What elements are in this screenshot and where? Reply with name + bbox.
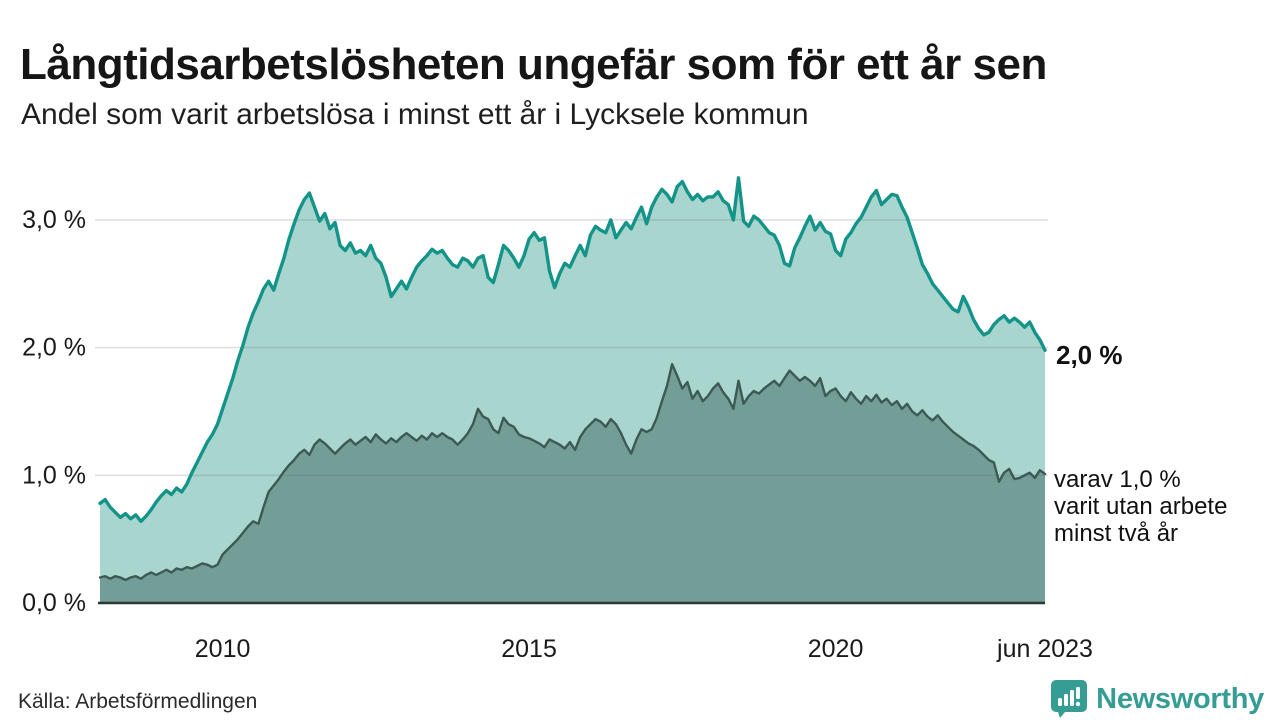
y-axis-label: 0,0 % <box>22 589 86 617</box>
source-text: Källa: Arbetsförmedlingen <box>18 690 258 713</box>
secondary-series-label: varav 1,0 % varit utan arbete minst två … <box>1054 466 1228 547</box>
x-axis-label: 2020 <box>808 635 864 663</box>
newsworthy-bubble-chart-icon <box>1051 680 1088 718</box>
series-line-min-two-years <box>98 363 1047 582</box>
x-axis-label: jun 2023 <box>996 635 1093 663</box>
end-value-label: 2,0 % <box>1056 340 1123 370</box>
page-title: Långtidsarbetslösheten ungefär som för e… <box>20 40 1047 90</box>
newsworthy-logo: Newsworthy <box>1050 679 1264 719</box>
page-subtitle: Andel som varit arbetslösa i minst ett å… <box>21 98 809 131</box>
y-axis-label: 3,0 % <box>22 206 86 234</box>
newsworthy-wordmark: Newsworthy <box>1096 682 1264 715</box>
x-axis-label: 2010 <box>195 635 251 663</box>
x-axis-label: 2015 <box>501 635 557 663</box>
series-line-min-one-year <box>98 176 1047 523</box>
series-area-min-two-years <box>100 364 1045 603</box>
y-axis-label: 1,0 % <box>22 461 86 489</box>
y-axis-label: 2,0 % <box>22 334 86 362</box>
